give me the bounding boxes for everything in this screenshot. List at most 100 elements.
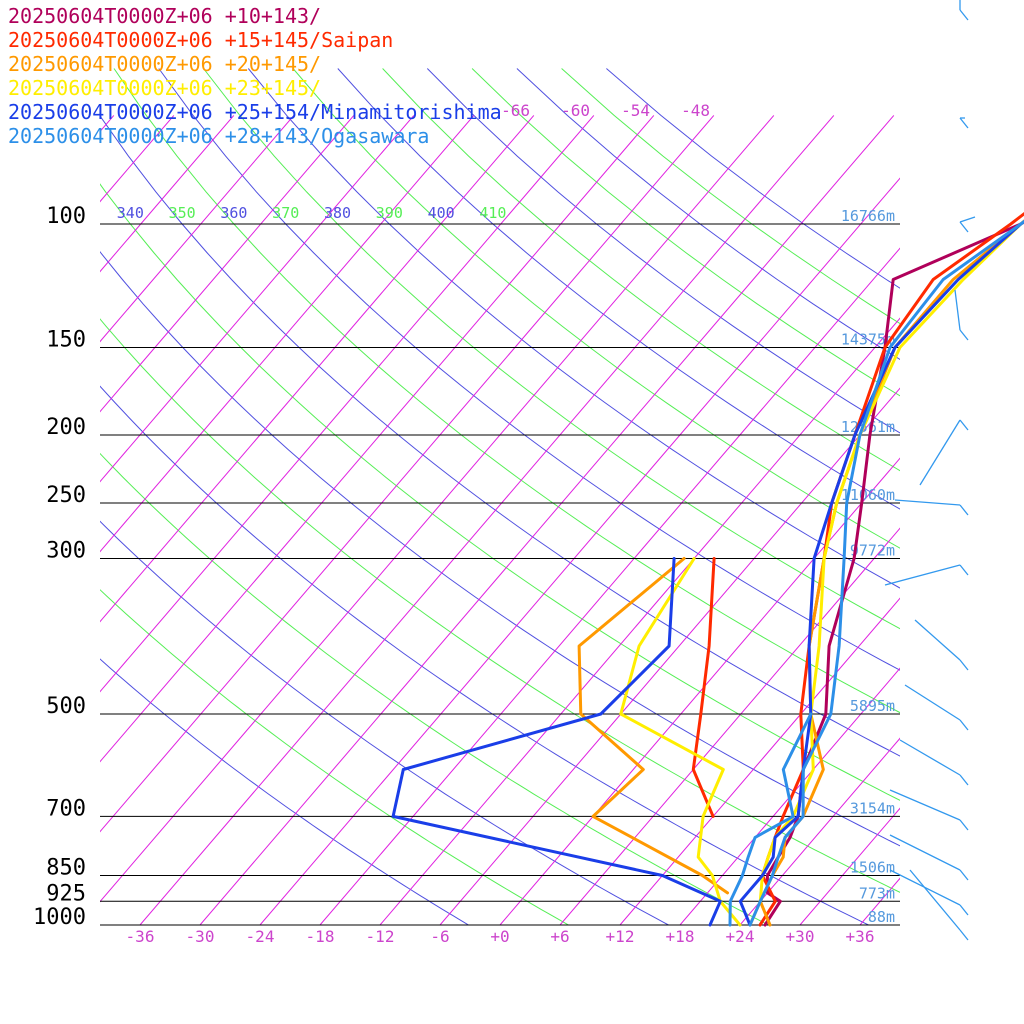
temperature-tick-label: +24 bbox=[726, 927, 755, 946]
isotherm-line bbox=[100, 115, 775, 903]
isotherm-line bbox=[499, 457, 900, 925]
isotherm-line bbox=[319, 247, 900, 925]
temperature-line bbox=[763, 220, 1024, 927]
wind-barb bbox=[954, 289, 961, 331]
isotherm-line bbox=[619, 597, 900, 925]
isotherm-line bbox=[100, 115, 535, 623]
isotherm-line bbox=[100, 115, 655, 763]
isotherm-line bbox=[439, 387, 900, 925]
theta-label: 400 bbox=[428, 204, 455, 222]
wind-barb bbox=[889, 834, 961, 871]
height-label: 88m bbox=[868, 908, 895, 926]
temperature-tick-label: +30 bbox=[786, 927, 815, 946]
temperature-tick-label: -6 bbox=[430, 927, 449, 946]
pressure-label: 200 bbox=[46, 415, 86, 440]
wind-barb bbox=[919, 419, 961, 486]
pressure-label: 1000 bbox=[33, 905, 86, 930]
wind-barb-flag bbox=[959, 774, 969, 786]
wind-barb-flag bbox=[959, 819, 969, 831]
wind-barb-flag bbox=[959, 659, 969, 671]
isotherm-line bbox=[100, 115, 295, 343]
wind-barb-flag bbox=[959, 117, 969, 129]
pressure-label: 150 bbox=[46, 327, 86, 352]
wind-barb bbox=[899, 739, 961, 776]
temperature-tick-label: -24 bbox=[246, 927, 275, 946]
legend: 20250604T0000Z+06 +10+143/20250604T0000Z… bbox=[8, 4, 502, 148]
temperature-tick-label: -18 bbox=[306, 927, 335, 946]
isotherm-line bbox=[199, 115, 895, 925]
dry-adiabat-line bbox=[113, 68, 900, 714]
pressure-label: 100 bbox=[46, 204, 86, 229]
dry-adiabat-line bbox=[100, 115, 900, 757]
dry-adiabat-line bbox=[203, 68, 900, 630]
pressure-label: 925 bbox=[46, 881, 86, 906]
dry-adiabat-line bbox=[100, 520, 669, 925]
wind-barb bbox=[959, 216, 976, 223]
wind-barb bbox=[894, 499, 961, 506]
isotherm-line bbox=[100, 115, 415, 483]
wind-barb-flag bbox=[959, 719, 969, 731]
legend-entry: 20250604T0000Z+06 +23+145/ bbox=[8, 76, 321, 100]
height-label: 5895m bbox=[850, 697, 895, 715]
theta-label: 340 bbox=[117, 204, 144, 222]
isotherm-line bbox=[100, 115, 595, 693]
height-label: 9772m bbox=[850, 541, 895, 559]
dry-adiabat-line bbox=[100, 589, 569, 925]
wind-barb-flag bbox=[959, 419, 969, 431]
dry-adiabat-line bbox=[247, 68, 900, 589]
legend-entry: 20250604T0000Z+06 +25+154/Minamitorishim… bbox=[8, 100, 502, 124]
pressure-label: 250 bbox=[46, 483, 86, 508]
upper-temperature-label: -48 bbox=[681, 101, 710, 120]
height-label: 12561m bbox=[841, 418, 895, 436]
dry-adiabat-line bbox=[158, 68, 900, 671]
pressure-label: 700 bbox=[46, 796, 86, 821]
sounding-series bbox=[391, 211, 1024, 927]
wind-barb bbox=[884, 564, 961, 586]
temperature-tick-label: +18 bbox=[666, 927, 695, 946]
dry-adiabat-line bbox=[292, 68, 900, 549]
dry-adiabat-line bbox=[100, 318, 900, 893]
dry-adiabat-line bbox=[516, 68, 900, 361]
wind-barb-flag bbox=[959, 929, 969, 941]
theta-label: 370 bbox=[272, 204, 299, 222]
isotherm-line bbox=[100, 115, 715, 833]
height-label: 773m bbox=[859, 884, 895, 902]
dewpoint-line bbox=[391, 557, 722, 927]
isotherm-line bbox=[259, 177, 900, 925]
dry-adiabat-line bbox=[606, 68, 900, 289]
wind-barb-flag bbox=[959, 869, 969, 881]
temperature-tick-label: +0 bbox=[490, 927, 509, 946]
dry-adiabat-line bbox=[382, 68, 900, 472]
wind-barb bbox=[914, 619, 961, 661]
wind-barb bbox=[889, 789, 961, 821]
dry-adiabat-line bbox=[426, 68, 900, 434]
theta-label: 410 bbox=[479, 204, 506, 222]
temperature-tick-label: +36 bbox=[846, 927, 875, 946]
dry-adiabat-line bbox=[100, 385, 869, 925]
dewpoint-line bbox=[577, 557, 729, 895]
legend-entry: 20250604T0000Z+06 +28+143/Ogasawara bbox=[8, 124, 429, 148]
wind-barb-flag bbox=[959, 564, 969, 576]
wind-barb-flag bbox=[959, 504, 969, 516]
theta-label: 360 bbox=[220, 204, 247, 222]
wind-barb-flag bbox=[959, 904, 969, 916]
pressure-label: 850 bbox=[46, 856, 86, 881]
dewpoint-line bbox=[619, 557, 742, 927]
upper-temperature-label: -66 bbox=[501, 101, 530, 120]
dewpoint-line bbox=[728, 712, 813, 927]
pressure-label: 500 bbox=[46, 694, 86, 719]
height-label: 3154m bbox=[850, 799, 895, 817]
axis-labels: 100 16766m 150 14375m 200 12561m 250 11060m 300 9… bbox=[33, 101, 895, 946]
dry-adiabat-line bbox=[100, 452, 769, 925]
legend-entry: 20250604T0000Z+06 +10+143/ bbox=[8, 4, 321, 28]
isotherm-line bbox=[739, 737, 900, 925]
isotherm-line bbox=[559, 527, 900, 925]
theta-label: 350 bbox=[169, 204, 196, 222]
temperature-line bbox=[748, 219, 1024, 927]
temperature-tick-label: -30 bbox=[186, 927, 215, 946]
wind-barbs bbox=[884, 0, 976, 941]
temperature-tick-label: +12 bbox=[606, 927, 635, 946]
isotherm-line bbox=[139, 115, 835, 925]
legend-entry: 20250604T0000Z+06 +15+145/Saipan bbox=[8, 28, 393, 52]
